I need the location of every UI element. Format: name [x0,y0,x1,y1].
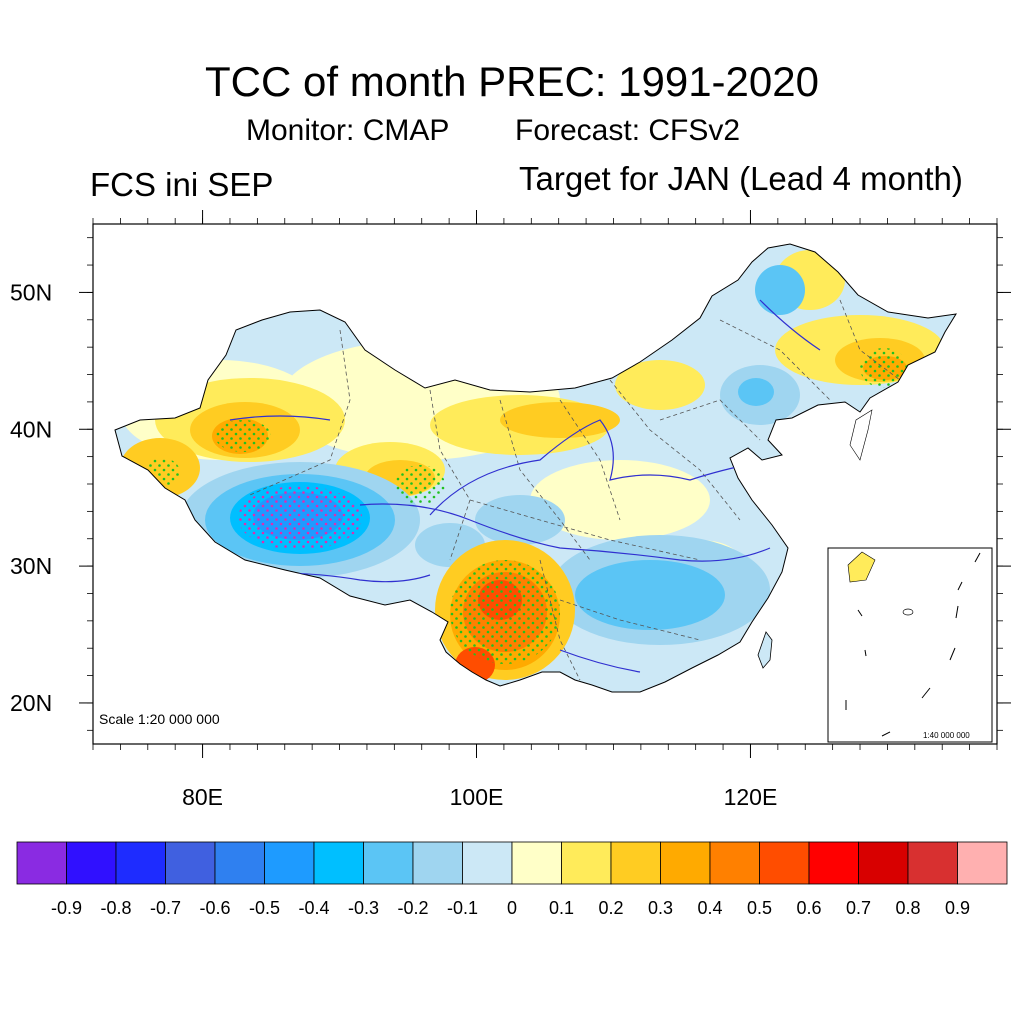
colorbar-box [660,841,711,885]
colorbar-label: -0.1 [447,898,478,918]
lat-tick-label: 20N [10,690,52,716]
colorbar-label: 0 [507,898,517,918]
colorbar-label: 0.6 [796,898,821,918]
colorbar-label: 0.3 [648,898,673,918]
colorbar-label: 0.1 [549,898,574,918]
lon-tick-label: 80E [182,784,223,810]
colorbar: -0.9 -0.8 -0.7 -0.6 -0.5 -0.4 -0.3 -0.2 -0.1 0 0.1… [16,841,1008,918]
colorbar-box [511,841,562,885]
colorbar-box [165,841,216,885]
colorbar-box [858,841,909,885]
colorbar-label: -0.8 [100,898,131,918]
colorbar-label: -0.6 [199,898,230,918]
colorbar-label: 0.9 [945,898,970,918]
lat-tick-label: 50N [10,279,52,305]
colorbar-box [808,841,859,885]
colorbar-box [214,841,265,885]
colorbar-label: 0.4 [697,898,722,918]
subtitle-monitor: Monitor: CMAP [246,114,450,147]
inset-scale: 1:40 000 000 [923,731,970,740]
colorbar-label: 0.5 [747,898,772,918]
colorbar-label: -0.2 [397,898,428,918]
colorbar-box [16,841,67,885]
colorbar-box [561,841,612,885]
province-borders [249,299,901,681]
colorbar-label: -0.7 [150,898,181,918]
colorbar-label: -0.9 [51,898,82,918]
colorbar-box [66,841,117,885]
initial-month-label: FCS ini SEP [90,166,274,203]
lon-tick-label: 120E [724,784,778,810]
target-label: Target for JAN (Lead 4 month) [519,160,963,197]
colorbar-box [363,841,414,885]
colorbar-box [709,841,760,885]
colorbar-label: -0.5 [249,898,280,918]
colorbar-label: 0.2 [598,898,623,918]
colorbar-label: -0.3 [348,898,379,918]
taiwan [757,631,773,669]
colorbar-label: 0.7 [846,898,871,918]
colorbar-box [115,841,166,885]
coast-fragment [849,409,873,461]
significance-stipple [144,348,908,664]
subtitle-forecast: Forecast: CFSv2 [515,114,741,147]
colorbar-label: -0.4 [298,898,329,918]
colorbar-box [264,841,315,885]
colorbar-box [759,841,810,885]
colorbar-box [957,841,1008,885]
colorbar-box [907,841,958,885]
colorbar-box [412,841,463,885]
lat-tick-label: 40N [10,416,52,442]
map-axes: 50N 40N 30N 20N 80E 100E 120E [10,210,1011,810]
colorbar-box [610,841,661,885]
lon-tick-label: 100E [450,784,504,810]
south-china-sea-inset [827,547,993,743]
colorbar-box [313,841,364,885]
colorbar-box [462,841,513,885]
scale-text: Scale 1:20 000 000 [99,711,220,727]
lat-tick-label: 30N [10,553,52,579]
colorbar-label: 0.8 [895,898,920,918]
chart-title: TCC of month PREC: 1991-2020 [205,58,819,105]
